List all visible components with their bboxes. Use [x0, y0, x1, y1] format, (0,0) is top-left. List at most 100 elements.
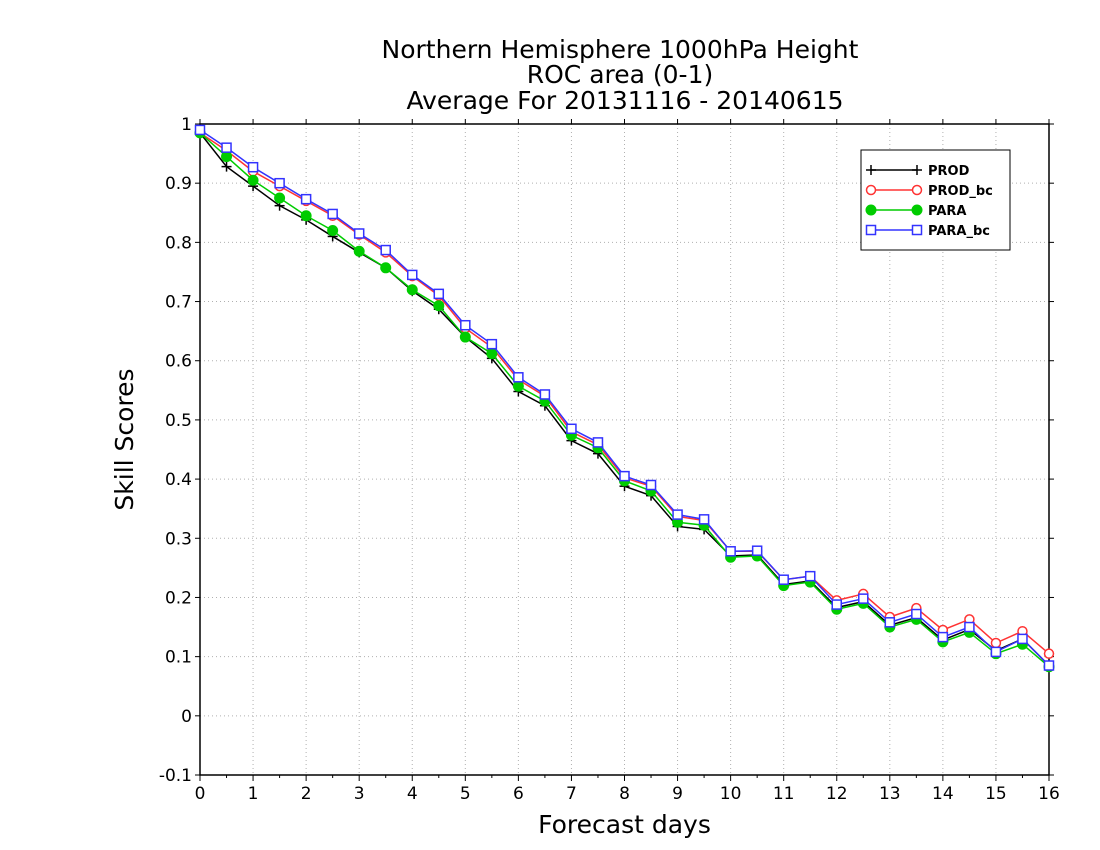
x-tick-label: 16: [1038, 784, 1060, 804]
data-point: [698, 514, 710, 525]
data-point: [221, 142, 232, 153]
legend: PROD PROD_bc PARA PARA_bc: [860, 149, 1011, 251]
x-tick-label: 8: [619, 784, 630, 804]
data-point: [865, 204, 877, 216]
chart-title-line-3: Average For 20131116 - 20140615: [406, 86, 843, 115]
data-point: [911, 184, 923, 196]
x-tick-label: 12: [826, 784, 848, 804]
y-tick-label: 0.6: [165, 352, 192, 372]
data-point: [353, 228, 365, 239]
x-tick-label: 13: [879, 784, 901, 804]
data-point: [619, 470, 630, 482]
series-para-bc: [194, 124, 1055, 671]
data-point: [645, 479, 657, 491]
y-tick-label: 0.1: [165, 648, 192, 668]
data-point: [937, 631, 949, 643]
y-tick-label: 0.2: [165, 588, 192, 608]
chart-title-line-1: Northern Hemisphere 1000hPa Height: [382, 35, 859, 64]
data-point: [459, 331, 471, 343]
x-axis-label: Forecast days: [538, 810, 711, 839]
y-tick-label: 0.3: [165, 529, 192, 549]
x-tick-label: 1: [248, 784, 259, 804]
x-tick-label: 0: [195, 784, 206, 804]
data-point: [831, 599, 842, 610]
x-tick-label: 11: [773, 784, 795, 804]
y-tick-label: 0.5: [165, 411, 192, 431]
data-point: [300, 210, 312, 222]
data-point: [513, 372, 524, 383]
data-point: [406, 284, 418, 296]
y-tick-label: 0: [181, 707, 192, 727]
data-point: [460, 319, 471, 331]
data-point: [539, 389, 551, 400]
data-point: [804, 570, 816, 582]
data-point: [407, 269, 418, 281]
data-point: [247, 161, 259, 173]
y-tick-label: 0.8: [165, 233, 192, 253]
data-point: [221, 161, 232, 172]
data-point: [486, 338, 498, 350]
data-point: [380, 262, 392, 274]
data-point: [990, 637, 1002, 649]
x-tick-label: 10: [720, 784, 742, 804]
data-point: [274, 177, 285, 189]
data-point: [911, 204, 923, 216]
data-point: [725, 546, 736, 557]
x-tick-label: 14: [932, 784, 954, 804]
legend-label: PARA: [928, 204, 966, 219]
y-tick-label: -0.1: [159, 766, 192, 786]
legend-box: [860, 149, 1011, 251]
x-tick-label: 15: [985, 784, 1007, 804]
chart-title: Northern Hemisphere 1000hPa Height ROC a…: [382, 35, 859, 115]
legend-item: PROD_bc: [865, 184, 993, 199]
data-point: [353, 245, 365, 257]
data-point: [865, 184, 877, 196]
data-point: [194, 124, 206, 136]
legend-label: PARA_bc: [928, 224, 990, 239]
data-point: [911, 224, 923, 236]
data-point: [990, 646, 1002, 658]
data-point: [327, 208, 338, 220]
y-tick-label: 0.7: [165, 293, 192, 313]
y-tick-label: 0.4: [165, 470, 192, 490]
series-group: [194, 124, 1055, 673]
data-point: [247, 174, 259, 186]
x-tick-label: 6: [513, 784, 524, 804]
data-point: [433, 300, 445, 312]
legend-item: PARA: [865, 204, 966, 219]
legend-item: PARA_bc: [865, 224, 990, 239]
x-tick-label: 7: [566, 784, 577, 804]
data-point: [566, 423, 577, 435]
data-point: [1043, 660, 1055, 671]
data-point: [592, 437, 604, 448]
data-point: [672, 509, 683, 520]
data-point: [221, 151, 233, 163]
data-point: [858, 593, 869, 604]
data-point: [912, 165, 922, 175]
legend-label: PROD_bc: [928, 184, 993, 199]
data-point: [327, 225, 339, 237]
legend-item: PROD: [866, 164, 970, 179]
data-point: [433, 288, 445, 300]
data-point: [884, 617, 896, 628]
y-axis-label: Skill Scores: [110, 368, 139, 510]
data-point: [1043, 648, 1055, 659]
x-tick-label: 5: [460, 784, 471, 804]
x-tick-label: 3: [354, 784, 365, 804]
x-tick-label: 9: [672, 784, 683, 804]
data-point: [300, 193, 312, 205]
data-point: [486, 348, 498, 360]
data-point: [911, 608, 922, 620]
y-tick-label: 0.9: [165, 174, 192, 194]
data-point: [380, 244, 391, 256]
data-point: [1017, 633, 1028, 645]
data-point: [964, 621, 975, 633]
data-point: [865, 224, 877, 236]
data-point: [274, 192, 286, 204]
data-point: [866, 165, 876, 175]
data-point: [778, 574, 789, 585]
data-point: [751, 545, 763, 556]
data-point: [512, 380, 524, 392]
x-tick-label: 4: [407, 784, 418, 804]
